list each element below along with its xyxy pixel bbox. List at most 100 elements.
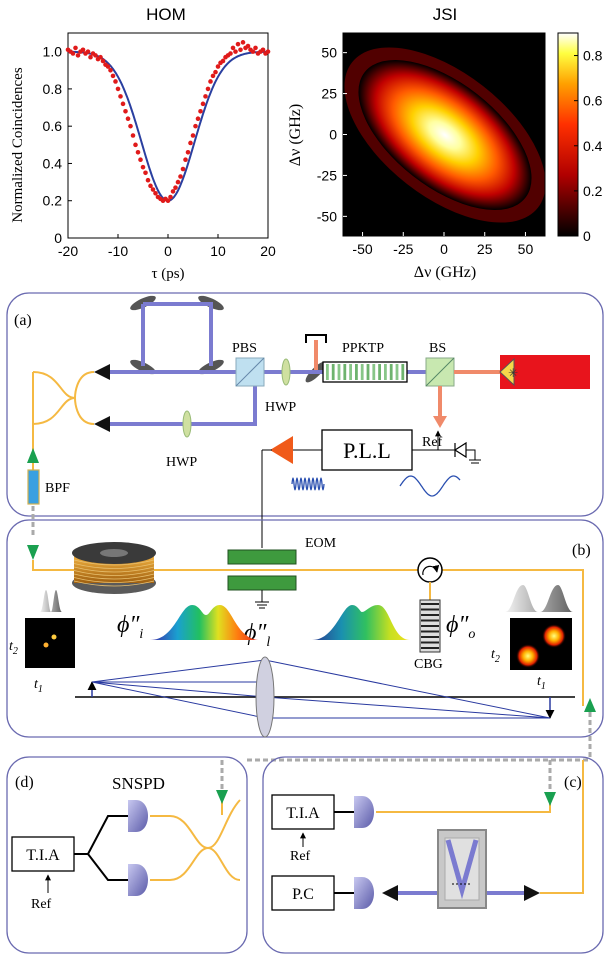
hom-point: [165, 198, 171, 204]
hom-point: [123, 108, 128, 114]
fiber-arrow-c: [544, 792, 556, 806]
hom-ticks: -20 -10 0 10 20 0 0.2 0.4 0.6 0.8 1.0: [43, 44, 276, 259]
photodiode-ground: [466, 449, 481, 464]
bs-label: BS: [429, 341, 446, 356]
jsi-plot: JSI -50 -25 0 25 5050250-25-500.80.60.40.20 …: [287, 5, 603, 281]
hom-point: [180, 166, 186, 172]
hom-point: [190, 133, 196, 138]
jsi-ticks: -50 -25 0 25 50 50 25 0 -25 -50 0.8 0.6 0.4 0.2 0: [317, 45, 603, 257]
hom-point: [153, 190, 158, 196]
ppktp-crystal: [322, 361, 408, 383]
fiber-main: [32, 560, 584, 706]
amplifier-triangle: [270, 436, 293, 464]
fiber-c-top: [376, 792, 551, 813]
hom-point: [220, 58, 226, 64]
hom-point: [260, 47, 266, 53]
hom-ytick-label: 1.0: [43, 44, 63, 60]
grating-rays: [445, 839, 479, 900]
pump-sample-arrow: [433, 416, 447, 428]
hom-point: [135, 149, 141, 155]
t2-right: t2: [491, 647, 500, 665]
hom-point: [195, 116, 201, 122]
beam-lower: [108, 372, 257, 426]
fiber-c-right: [540, 760, 584, 894]
hom-xtick-label: 10: [210, 243, 226, 259]
hom-point: [130, 133, 136, 138]
jsi-xtick-label: -25: [393, 241, 413, 257]
fiber-spool: [72, 542, 156, 594]
fiber-coupler: [32, 371, 95, 425]
ray-lines: [91, 659, 551, 719]
laser-aperture: [499, 357, 515, 387]
colorbar-tick-label: 0.8: [583, 48, 603, 64]
jsi-ytick-label: -50: [317, 208, 337, 224]
eom-ground: [255, 590, 269, 609]
lens: [255, 656, 275, 738]
hom-point: [208, 79, 213, 84]
panel-c: (c) T.I.A Ref P.C: [262, 756, 604, 954]
colorbar-tick-label: 0.2: [583, 183, 603, 199]
hom-point: [80, 47, 86, 53]
beam-delay-loop: [141, 302, 213, 366]
hom-point: [238, 47, 243, 53]
jsi-xtick-label: -50: [352, 241, 372, 257]
hom-point: [100, 58, 106, 64]
laser-star-icon: ✳: [508, 366, 518, 380]
circulator-arrow-icon: [422, 564, 440, 576]
photodiode: [453, 441, 467, 459]
hwp-1: [281, 358, 291, 386]
phi-i-label: ϕ″i: [117, 612, 143, 642]
hom-point: [203, 94, 208, 99]
panel-b-frame: [6, 519, 604, 738]
hom-point: [240, 40, 246, 45]
hom-point: [143, 170, 148, 176]
ref-label-a: Ref: [422, 435, 443, 450]
hom-ytick-label: 0.6: [43, 118, 63, 134]
pc-label: P.C: [292, 886, 314, 903]
slow-waveform: [399, 475, 461, 497]
collimator-lower: [94, 416, 110, 432]
hom-point: [145, 177, 151, 183]
jsi-xlabel: Δν (GHz): [414, 264, 476, 281]
hom-point: [148, 183, 153, 189]
jsi-xtick-label: 0: [440, 241, 448, 257]
collimator-c-right: [524, 885, 540, 901]
hom-point: [185, 149, 191, 155]
beam-dump: [305, 334, 327, 343]
hom-point: [113, 79, 118, 84]
pll-box: [321, 429, 413, 471]
hom-point: [120, 101, 126, 107]
pbs-diagonal: [235, 357, 265, 387]
collimator-upper: [94, 364, 110, 380]
link-arrow-up: [584, 698, 596, 712]
pulse-pair-left: [40, 590, 62, 612]
panel-a-tag: (a): [14, 312, 32, 329]
cbg-label: CBG: [414, 657, 443, 672]
hom-point: [115, 86, 121, 92]
hom-ytick-label: 0.2: [43, 193, 63, 209]
jsi-ytick-label: 0: [329, 127, 337, 143]
hom-point: [128, 123, 133, 129]
fiber-arrow-d: [216, 790, 228, 804]
jsi-ytick-label: 50: [321, 45, 337, 61]
hom-point: [250, 49, 256, 54]
hom-point: [75, 53, 81, 58]
spectrum-right: [312, 605, 410, 640]
time-corr-left-spot-1: [51, 634, 57, 640]
hom-point: [245, 43, 251, 49]
hom-point: [198, 108, 203, 114]
hom-axes-frame: [67, 32, 269, 239]
hom-point: [138, 157, 143, 163]
hom-point: [140, 164, 146, 170]
tia-label-d: T.I.A: [26, 847, 60, 864]
fast-waveform: [291, 477, 325, 491]
hom-title: HOM: [146, 5, 186, 24]
ref-label-d: Ref: [31, 897, 52, 912]
ppktp-poling: [326, 364, 405, 380]
hom-point: [150, 187, 156, 192]
t1-right: t1: [537, 674, 546, 692]
jsi-ylabel: Δν (GHz): [287, 104, 304, 166]
hom-point: [178, 174, 183, 179]
panel-b: (b) EOM CBG ϕ″i ϕ″l ϕ″o: [6, 519, 604, 738]
hom-point: [210, 73, 216, 79]
